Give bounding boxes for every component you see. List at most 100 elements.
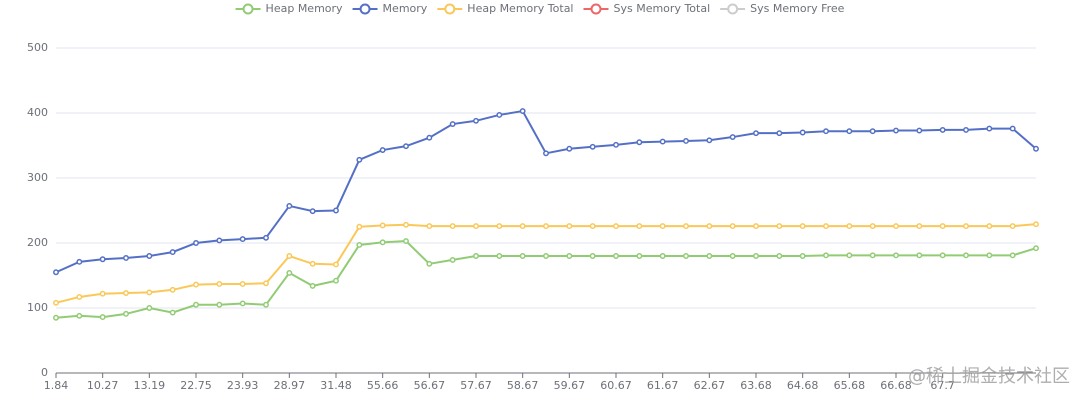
data-point <box>939 223 946 230</box>
data-point <box>169 286 176 293</box>
data-point <box>706 253 713 259</box>
y-tick-label: 400 <box>27 106 48 119</box>
data-point <box>193 240 199 246</box>
legend-icon-dot <box>444 3 456 15</box>
data-point <box>333 207 339 214</box>
data-point <box>263 234 269 241</box>
data-point <box>193 301 199 308</box>
data-point <box>333 261 339 268</box>
data-point <box>986 125 993 132</box>
x-tick-label: 31.48 <box>320 379 352 392</box>
data-point <box>636 223 643 230</box>
data-point <box>169 249 176 256</box>
x-tick-label: 23.93 <box>227 379 259 392</box>
data-point <box>146 289 153 296</box>
x-tick-label: 57.67 <box>460 379 492 392</box>
data-point <box>426 134 433 141</box>
data-point <box>846 128 853 135</box>
legend-icon-dot <box>727 3 739 15</box>
data-point <box>823 223 829 230</box>
x-tick-label: 62.67 <box>694 379 726 392</box>
data-point <box>636 139 643 146</box>
data-point <box>216 281 223 287</box>
data-point <box>356 242 363 248</box>
data-point <box>146 305 153 311</box>
data-point <box>426 223 433 230</box>
data-point <box>683 138 689 144</box>
data-point <box>729 223 736 230</box>
legend: Heap Memory Memory Heap Memory Total Sys Me… <box>235 2 845 15</box>
data-point <box>76 294 83 300</box>
data-point <box>193 281 199 288</box>
y-tick-label: 300 <box>27 171 48 184</box>
data-point <box>543 150 549 157</box>
data-point <box>473 117 479 124</box>
x-tick-label: 58.67 <box>507 379 539 392</box>
data-point <box>776 223 783 230</box>
data-point <box>239 236 246 243</box>
data-point <box>729 134 736 141</box>
data-point <box>846 223 853 230</box>
data-point <box>799 253 806 259</box>
legend-item[interactable]: Heap Memory Total <box>437 2 573 15</box>
legend-item[interactable]: Sys Memory Free <box>720 2 845 15</box>
legend-item[interactable]: Sys Memory Total <box>583 2 710 15</box>
x-tick-label: 1.84 <box>44 379 69 392</box>
data-point <box>613 141 619 148</box>
x-tick-label: 60.67 <box>600 379 632 392</box>
data-point <box>893 127 899 134</box>
data-point <box>333 277 339 284</box>
data-point <box>659 253 666 259</box>
data-point <box>869 223 876 230</box>
data-point <box>916 252 923 259</box>
data-point <box>706 223 713 230</box>
data-point <box>449 256 456 263</box>
data-point <box>1009 223 1016 230</box>
legend-item[interactable]: Heap Memory <box>235 2 343 15</box>
data-point <box>963 126 969 133</box>
data-point <box>1009 125 1016 132</box>
x-tick-label: 67.7 <box>930 379 955 392</box>
data-point <box>146 253 153 259</box>
data-point <box>99 290 106 297</box>
data-point <box>916 223 923 230</box>
data-point <box>76 258 83 265</box>
legend-item[interactable]: Memory <box>352 2 428 15</box>
data-point <box>986 252 993 259</box>
data-point <box>1033 145 1039 152</box>
data-point <box>613 223 619 230</box>
legend-icon-dot <box>590 3 602 15</box>
data-point <box>869 128 876 135</box>
legend-icon-dot <box>242 3 254 15</box>
data-point <box>309 282 316 289</box>
data-point <box>53 269 59 276</box>
data-point <box>519 108 526 115</box>
data-point <box>99 256 106 263</box>
series-line <box>55 223 1037 304</box>
data-point <box>286 269 293 276</box>
x-tick-label: 66.68 <box>880 379 912 392</box>
data-point <box>613 253 619 259</box>
x-tick-label: 65.68 <box>834 379 866 392</box>
data-point <box>263 280 269 287</box>
data-point <box>403 143 409 150</box>
data-point <box>776 253 783 259</box>
data-point <box>239 281 246 287</box>
data-point <box>589 253 596 259</box>
data-point <box>729 253 736 259</box>
x-tick-label: 28.97 <box>274 379 306 392</box>
data-point <box>799 129 806 136</box>
data-point <box>123 310 129 317</box>
data-point <box>379 147 386 154</box>
y-tick-label: 500 <box>27 41 48 54</box>
x-tick-label: 59.67 <box>554 379 586 392</box>
data-point <box>1033 245 1039 252</box>
y-tick-label: 100 <box>27 301 48 314</box>
data-point <box>566 223 573 230</box>
data-point <box>123 255 129 261</box>
data-point <box>263 301 269 308</box>
legend-label: Sys Memory Total <box>613 2 710 15</box>
x-tick-label: 61.67 <box>647 379 679 392</box>
data-point <box>869 252 876 259</box>
